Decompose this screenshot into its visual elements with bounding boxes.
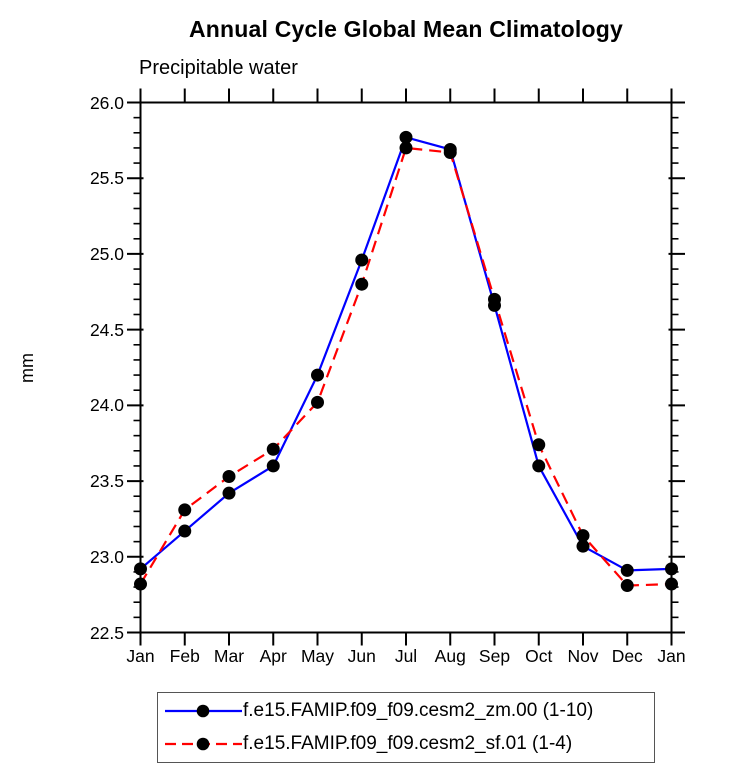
legend-line-sample-dashed-icon — [165, 738, 242, 751]
legend-line-sample-solid-icon — [165, 704, 242, 717]
x-tick-label: Mar — [213, 646, 245, 666]
data-point-marker — [355, 253, 369, 267]
data-point-marker — [532, 438, 546, 452]
y-tick-label: 23.5 — [89, 471, 124, 492]
data-point-marker — [222, 486, 236, 500]
data-point-marker — [134, 562, 147, 576]
x-tick-label: Jan — [657, 646, 686, 666]
data-point-marker — [399, 141, 413, 155]
data-point-marker — [311, 395, 324, 409]
x-tick-label: Dec — [611, 646, 643, 666]
chart-subtitle: Precipitable water — [139, 57, 298, 79]
data-point-marker — [532, 459, 546, 473]
x-tick-label: Nov — [567, 646, 599, 666]
y-tick-label: 25.0 — [89, 243, 124, 264]
y-tick-label: 26.0 — [89, 92, 124, 113]
data-point-marker — [665, 577, 678, 591]
y-tick-label: 22.5 — [89, 622, 124, 643]
legend: f.e15.FAMIP.f09_f09.cesm2_zm.00 (1-10) f… — [157, 692, 655, 763]
x-tick-label: Oct — [525, 646, 553, 666]
legend-label-series-1: f.e15.FAMIP.f09_f09.cesm2_sf.01 (1-4) — [243, 733, 573, 755]
data-point-marker — [665, 562, 678, 576]
series-line-1 — [139, 146, 672, 587]
y-tick-label: 25.5 — [89, 168, 124, 189]
legend-label-series-0: f.e15.FAMIP.f09_f09.cesm2_zm.00 (1-10) — [243, 699, 594, 721]
series-line-0 — [139, 135, 672, 572]
data-point-marker — [576, 539, 590, 553]
chart-title: Annual Cycle Global Mean Climatology — [188, 16, 624, 42]
data-point-marker — [178, 503, 192, 517]
data-point-marker — [620, 563, 634, 577]
x-tick-label: Aug — [434, 646, 466, 666]
y-tick-label: 24.5 — [89, 319, 124, 340]
data-point-marker — [178, 524, 192, 538]
x-tick-label: Jun — [347, 646, 376, 666]
data-point-marker — [399, 130, 413, 144]
data-point-marker — [311, 368, 324, 382]
x-tick-label: Feb — [169, 646, 200, 666]
data-point-marker — [576, 529, 590, 543]
data-point-marker — [266, 459, 280, 473]
legend-marker-dot-icon — [196, 704, 210, 717]
data-point-marker — [134, 577, 147, 591]
legend-row-series-1: f.e15.FAMIP.f09_f09.cesm2_sf.01 (1-4) — [158, 728, 654, 760]
y-tick-label: 24.0 — [89, 395, 124, 416]
data-point-marker — [266, 442, 280, 456]
data-point-marker — [443, 145, 457, 159]
x-tick-label: Sep — [478, 646, 511, 666]
plot-box — [139, 101, 673, 634]
legend-row-series-0: f.e15.FAMIP.f09_f09.cesm2_zm.00 (1-10) — [158, 695, 654, 727]
data-point-marker — [222, 470, 236, 484]
x-tick-label: May — [300, 646, 335, 666]
x-tick-label: Jan — [126, 646, 155, 666]
x-tick-label: Apr — [259, 646, 287, 666]
data-point-marker — [355, 277, 369, 291]
plot-area — [127, 88, 685, 646]
data-point-marker — [488, 292, 501, 306]
y-tick-label: 23.0 — [89, 546, 124, 567]
x-tick-label: Jul — [394, 646, 418, 666]
legend-marker-dot-icon — [196, 738, 210, 751]
data-point-marker — [620, 579, 634, 593]
